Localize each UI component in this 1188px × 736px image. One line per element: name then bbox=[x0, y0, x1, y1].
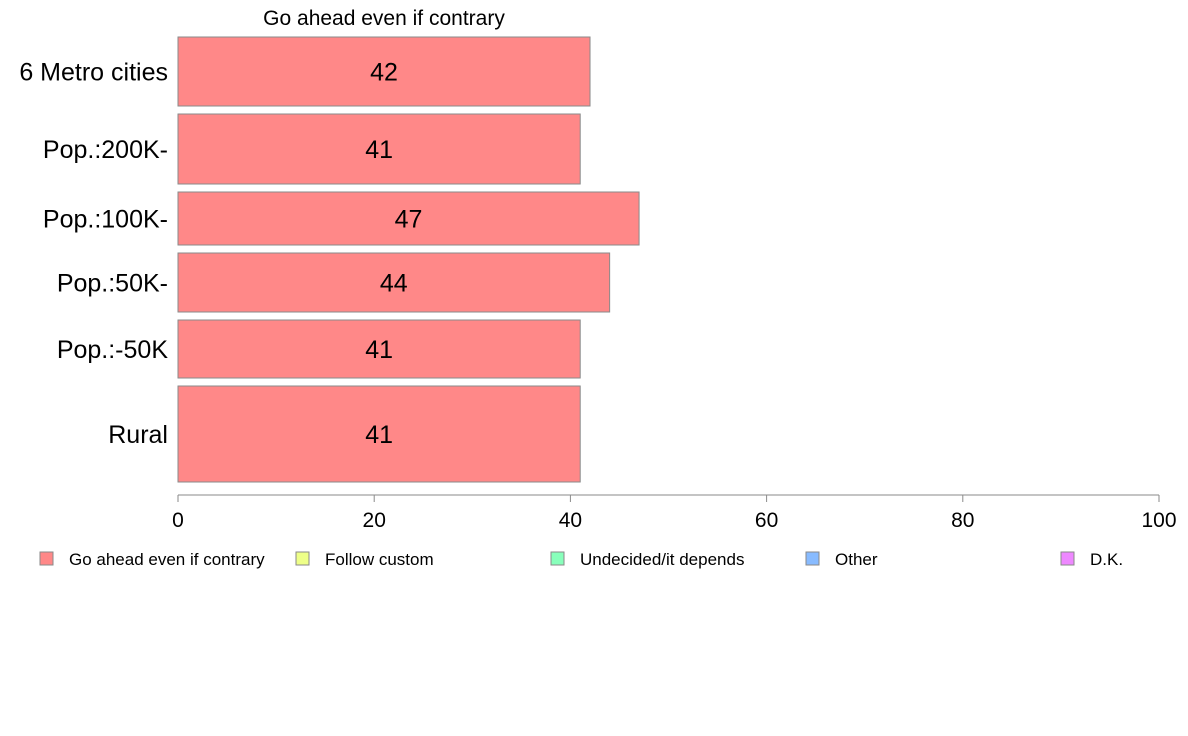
legend: Go ahead even if contrary Follow custom Un… bbox=[39, 550, 1123, 569]
bar bbox=[177, 36, 591, 107]
legend-label: Go ahead even if contrary bbox=[69, 550, 265, 569]
x-axis: 0 20 40 60 80 100 bbox=[172, 494, 1177, 532]
bar bbox=[177, 191, 640, 246]
legend-swatch bbox=[805, 551, 820, 566]
legend-label: D.K. bbox=[1090, 550, 1123, 569]
chart-title: Go ahead even if contrary bbox=[263, 7, 505, 30]
value-label: 41 bbox=[365, 136, 393, 164]
x-tick-label: 80 bbox=[951, 509, 974, 532]
category-label: 6 Metro cities bbox=[19, 59, 168, 87]
legend-swatch bbox=[550, 551, 565, 566]
legend-swatch bbox=[1060, 551, 1075, 566]
legend-label: Follow custom bbox=[325, 550, 434, 569]
x-tick-label: 40 bbox=[559, 509, 582, 532]
category-label: Rural bbox=[108, 421, 168, 449]
bar bbox=[177, 319, 581, 379]
x-tick-label: 0 bbox=[172, 509, 184, 532]
category-label: Pop.:50K- bbox=[57, 270, 168, 298]
value-label: 41 bbox=[365, 421, 393, 449]
category-label: Pop.:100K- bbox=[43, 206, 168, 234]
bars-group: 6 Metro cities 42 Pop.:200K- 41 Pop.:100K- 47… bbox=[19, 36, 640, 483]
bar bbox=[177, 252, 611, 313]
legend-label: Undecided/it depends bbox=[580, 550, 744, 569]
category-label: Pop.:-50K bbox=[57, 336, 169, 364]
bar bbox=[177, 113, 581, 185]
x-tick-label: 60 bbox=[755, 509, 778, 532]
value-label: 42 bbox=[370, 59, 398, 87]
legend-swatch bbox=[39, 551, 54, 566]
x-tick-label: 20 bbox=[363, 509, 386, 532]
x-tick-label: 100 bbox=[1141, 509, 1176, 532]
value-label: 47 bbox=[395, 206, 423, 234]
bar bbox=[177, 385, 581, 483]
legend-swatch bbox=[295, 551, 310, 566]
category-label: Pop.:200K- bbox=[43, 136, 168, 164]
value-label: 41 bbox=[365, 336, 393, 364]
legend-label: Other bbox=[835, 550, 878, 569]
value-label: 44 bbox=[380, 270, 408, 298]
